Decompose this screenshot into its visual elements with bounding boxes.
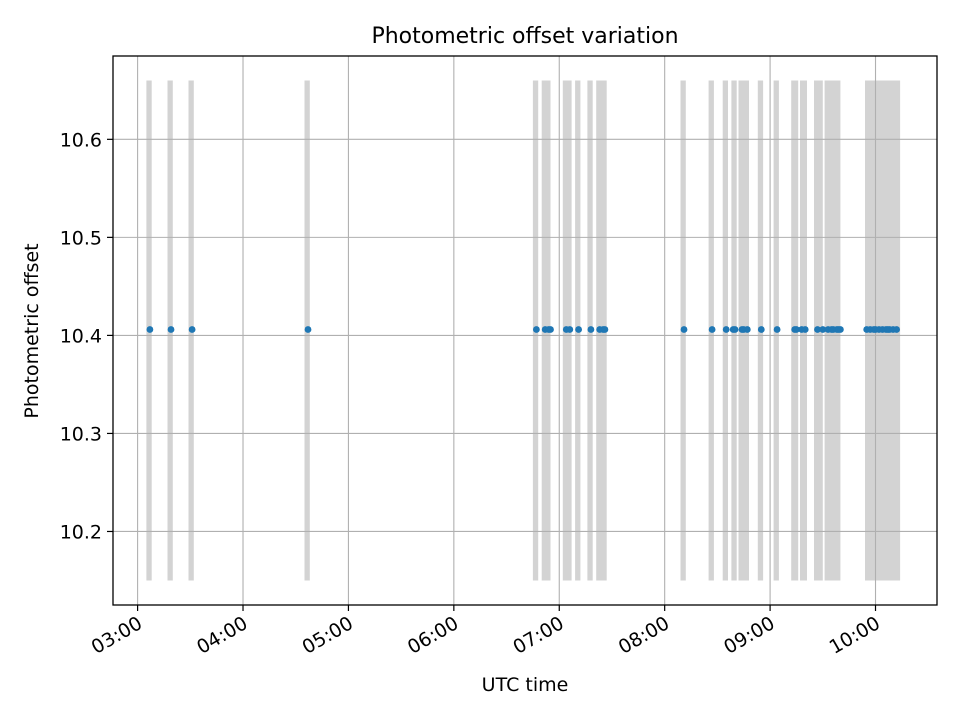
y-tick-label: 10.6: [60, 129, 102, 151]
data-point: [601, 326, 609, 333]
data-point: [722, 326, 730, 333]
y-axis-label: Photometric offset: [21, 243, 43, 418]
data-point: [547, 326, 554, 333]
data-point: [893, 326, 900, 333]
chart-title: Photometric offset variation: [371, 24, 678, 49]
x-axis-label: UTC time: [482, 674, 569, 696]
data-point: [587, 326, 595, 333]
data-point: [680, 326, 688, 333]
data-point: [566, 326, 574, 333]
data-point: [819, 326, 827, 333]
data-point: [773, 326, 781, 333]
data-point: [304, 326, 312, 333]
data-point: [708, 326, 716, 333]
data-point: [188, 326, 196, 333]
data-point: [533, 326, 540, 333]
y-axis-ticks: 10.2 10.3 10.4 10.5 10.6: [60, 129, 113, 543]
data-point: [801, 326, 809, 333]
data-point: [793, 326, 800, 333]
y-tick-label: 10.4: [60, 325, 102, 347]
data-point: [814, 326, 821, 333]
y-tick-label: 10.2: [60, 521, 102, 543]
y-tick-label: 10.3: [60, 423, 102, 445]
data-point: [575, 326, 582, 333]
data-point: [743, 326, 751, 333]
data-point: [837, 326, 844, 333]
plot-frame: [112, 55, 938, 606]
y-tick-label: 10.5: [60, 227, 102, 249]
data-point: [167, 326, 175, 333]
data-point: [146, 326, 154, 333]
data-points: [146, 326, 900, 333]
data-point: [731, 326, 739, 333]
data-point: [757, 326, 765, 333]
